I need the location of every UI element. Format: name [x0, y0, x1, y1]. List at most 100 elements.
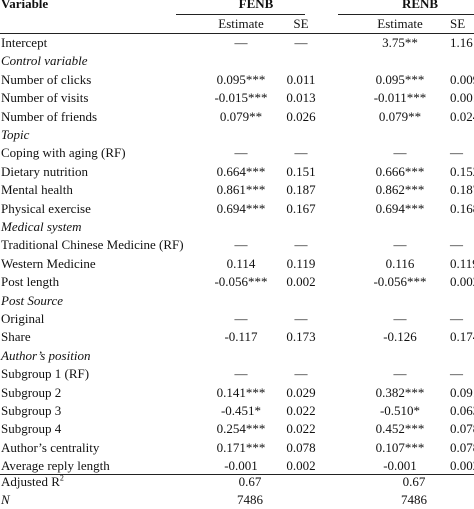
fenb-estimate: -0.015***	[214, 90, 268, 106]
fenb-se: 0.011	[286, 71, 316, 87]
fenb-estimate: —	[234, 311, 248, 326]
fenb-estimate: —	[234, 237, 248, 253]
renb-estimate: -0.056***	[373, 274, 427, 290]
renb-estimate: 0.079**	[378, 108, 422, 124]
variable-label: Subgroup 4	[1, 421, 62, 437]
fenb-se: 0.167	[286, 200, 316, 216]
adjusted-r2-fenb: 0.67	[238, 474, 262, 489]
renb-se: 0.002	[450, 458, 474, 474]
variable-label: Coping with aging (RF)	[1, 145, 126, 161]
variable-label: Mental health	[1, 182, 73, 198]
renb-estimate: 0.666***	[375, 163, 425, 179]
renb-estimate: -0.001	[383, 458, 417, 474]
renb-estimate: -0.510*	[379, 403, 421, 418]
renb-estimate: —	[393, 237, 407, 253]
fenb-estimate: 0.254***	[216, 421, 266, 437]
renb-se: 0.002	[450, 274, 474, 290]
adjusted-r2-label: Adjusted R2	[1, 473, 64, 489]
renb-se: 0.001	[450, 90, 474, 106]
renb-se: 0.078	[450, 439, 474, 455]
renb-se: 0.091	[450, 384, 474, 400]
n-fenb: 7486	[237, 492, 263, 507]
table-row: Subgroup 4 0.254*** 0.022 0.452*** 0.078	[0, 420, 474, 438]
table-row: Dietary nutrition 0.664*** 0.151 0.666*** 0.…	[0, 163, 474, 181]
section-header-row: Topic	[0, 126, 474, 144]
renb-se: 0.152	[450, 163, 474, 179]
renb-estimate: 3.75**	[382, 35, 418, 50]
fenb-se: —	[294, 311, 308, 326]
fenb-se: 0.151	[286, 163, 316, 179]
fenb-header: FENB	[238, 0, 274, 11]
table-row: Post length -0.056*** 0.002 -0.056*** 0.002	[0, 273, 474, 291]
table-row: Western Medicine 0.114 0.119 0.116 0.119	[0, 255, 474, 273]
fenb-estimate: 0.079**	[219, 108, 263, 124]
table-row: Subgroup 3 -0.451* 0.022 -0.510* 0.063	[0, 402, 474, 420]
variable-label: Post length	[1, 274, 60, 290]
variable-label: Original	[1, 311, 45, 326]
fenb-estimate: 0.171***	[216, 439, 266, 455]
fenb-se: 0.022	[286, 421, 316, 437]
fenb-se: 0.002	[286, 274, 316, 290]
renb-estimate: 0.107***	[375, 439, 425, 455]
renb-se: 0.024	[450, 108, 474, 124]
variable-label: Physical exercise	[1, 200, 91, 216]
renb-estimate: —	[393, 311, 407, 326]
fenb-se: —	[294, 35, 308, 50]
renb-se: 0.187	[450, 182, 474, 198]
fenb-estimate: —	[234, 35, 248, 50]
renb-se: —	[450, 366, 463, 382]
table-row: Author’s centrality 0.171*** 0.078 0.107***…	[0, 439, 474, 457]
fenb-estimate: 0.141***	[216, 384, 266, 400]
fenb-se: —	[294, 366, 308, 382]
fenb-estimate: -0.117	[224, 329, 258, 345]
fenb-estimate: —	[234, 366, 248, 382]
renb-estimate: 0.452***	[375, 421, 425, 437]
n-row: N 7486 7486	[0, 491, 474, 509]
variable-label: Post Source	[1, 292, 63, 308]
renb-estimate: 0.116	[385, 255, 415, 271]
variable-label: Medical system	[1, 219, 82, 234]
header-bottom-rule	[0, 33, 474, 34]
renb-estimate: 0.862***	[375, 182, 425, 198]
renb-se: —	[450, 145, 463, 161]
fenb-estimate: -0.451*	[220, 403, 262, 418]
adjusted-r2-renb: 0.67	[402, 474, 426, 489]
n-renb: 7486	[401, 492, 427, 507]
fenb-estimate: 0.114	[226, 255, 256, 271]
variable-label: Control variable	[1, 53, 88, 69]
section-header-row: Post Source	[0, 292, 474, 310]
table-row: Physical exercise 0.694*** 0.167 0.694*** 0.…	[0, 200, 474, 218]
variable-label: Western Medicine	[1, 255, 96, 271]
fenb-se: 0.026	[286, 108, 316, 124]
variable-label: Topic	[1, 127, 30, 142]
table-row: Share -0.117 0.173 -0.126 0.174	[0, 328, 474, 346]
renb-estimate: —	[393, 145, 407, 161]
fenb-estimate-header: Estimate	[218, 16, 264, 31]
renb-se: 0.063	[450, 403, 474, 418]
fenb-se: 0.187	[286, 182, 316, 198]
variable-label: Share	[1, 329, 31, 345]
body-bottom-rule	[0, 474, 474, 475]
renb-se: —	[450, 237, 463, 253]
renb-se: 0.078	[450, 421, 474, 437]
renb-rule	[338, 14, 474, 15]
fenb-estimate: 0.694***	[216, 200, 266, 216]
fenb-se: 0.002	[286, 458, 316, 474]
renb-se-header: SE	[450, 16, 466, 31]
fenb-estimate: —	[234, 145, 248, 161]
renb-estimate: 0.382***	[375, 384, 425, 400]
renb-header: RENB	[401, 0, 439, 11]
renb-se: 1.16	[450, 35, 473, 50]
fenb-estimate: 0.664***	[216, 163, 266, 179]
table-row: Mental health 0.861*** 0.187 0.862*** 0.187	[0, 181, 474, 199]
fenb-se-header: SE	[293, 16, 309, 31]
renb-se: 0.168	[450, 200, 474, 216]
variable-header: Variable	[1, 0, 49, 11]
variable-label: Number of clicks	[1, 71, 92, 87]
renb-estimate: —	[393, 366, 407, 382]
fenb-estimate: 0.095***	[216, 71, 266, 87]
renb-estimate: 0.095***	[375, 71, 425, 87]
renb-estimate: -0.126	[383, 329, 417, 345]
variable-label: Subgroup 2	[1, 384, 62, 400]
renb-se: 0.009	[450, 71, 474, 87]
